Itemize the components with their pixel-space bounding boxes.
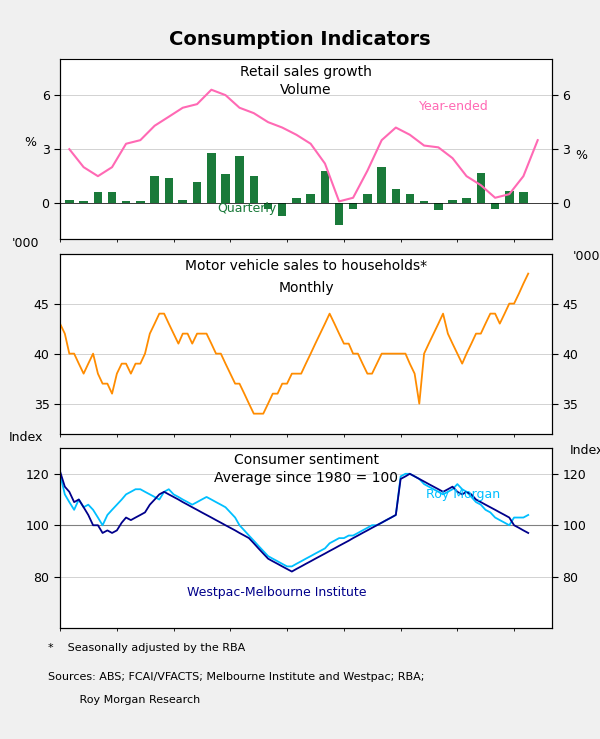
Bar (122, 201, 130, 203)
Bar (491, 203, 499, 208)
Y-axis label: Index: Index (8, 432, 43, 444)
Bar (94, 192, 102, 203)
Y-axis label: %: % (25, 136, 37, 149)
Bar (65, 200, 74, 203)
Bar (178, 200, 187, 203)
Bar (448, 200, 457, 203)
Bar (164, 178, 173, 203)
Bar (250, 176, 258, 203)
Bar (278, 203, 286, 216)
Bar (335, 203, 343, 225)
Bar (151, 176, 159, 203)
Bar (193, 182, 202, 203)
Bar (264, 203, 272, 208)
Bar (221, 174, 230, 203)
Text: Sources: ABS; FCAI/VFACTS; Melbourne Institute and Westpac; RBA;: Sources: ABS; FCAI/VFACTS; Melbourne Ins… (48, 672, 424, 683)
Text: Consumer sentiment: Consumer sentiment (233, 454, 379, 468)
Text: Quarterly: Quarterly (217, 202, 277, 215)
Text: Westpac-Melbourne Institute: Westpac-Melbourne Institute (187, 586, 366, 599)
Bar (349, 203, 358, 208)
Text: Motor vehicle sales to households*: Motor vehicle sales to households* (185, 259, 427, 273)
Bar (377, 167, 386, 203)
Y-axis label: '000: '000 (12, 237, 40, 250)
Text: Consumption Indicators: Consumption Indicators (169, 30, 431, 49)
Bar (392, 188, 400, 203)
Bar (406, 194, 414, 203)
Bar (235, 157, 244, 203)
Bar (462, 198, 471, 203)
Text: Roy Morgan: Roy Morgan (427, 488, 500, 502)
Bar (79, 201, 88, 203)
Bar (108, 192, 116, 203)
Bar (363, 194, 371, 203)
Bar (519, 192, 527, 203)
Y-axis label: %: % (575, 149, 587, 162)
Text: Year-ended: Year-ended (419, 100, 488, 112)
Bar (292, 198, 301, 203)
Text: *    Seasonally adjusted by the RBA: * Seasonally adjusted by the RBA (48, 643, 245, 653)
Text: Average since 1980 = 100: Average since 1980 = 100 (214, 471, 398, 486)
Bar (476, 173, 485, 203)
Bar (307, 194, 315, 203)
Bar (320, 171, 329, 203)
Bar (434, 203, 443, 211)
Text: Volume: Volume (280, 83, 332, 97)
Bar (136, 201, 145, 203)
Y-axis label: Index: Index (569, 444, 600, 457)
Text: Monthly: Monthly (278, 281, 334, 295)
Bar (207, 153, 215, 203)
Text: Roy Morgan Research: Roy Morgan Research (48, 695, 200, 705)
Bar (505, 191, 514, 203)
Text: Retail sales growth: Retail sales growth (240, 64, 372, 78)
Bar (420, 201, 428, 203)
Y-axis label: '000: '000 (572, 250, 600, 263)
